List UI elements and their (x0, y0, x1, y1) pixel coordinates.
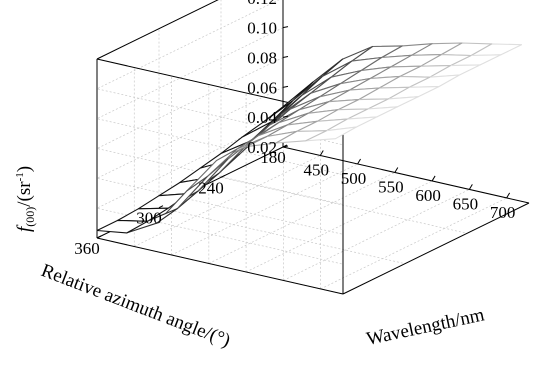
x-tick-mark (431, 175, 436, 182)
x-floor-gridline (245, 180, 433, 273)
z-axis-label-unit: /(sr (14, 181, 35, 207)
y-tick-label: 300 (136, 209, 162, 228)
x-floor-gridline (208, 172, 395, 264)
x-tick-label: 650 (453, 194, 479, 213)
x-tick-label: 600 (415, 186, 441, 205)
z-axis-label-sup: -1 (14, 172, 26, 181)
z-axis-label-close: ) (14, 166, 35, 172)
x-tick-mark (506, 192, 511, 199)
x-tick-label: 450 (304, 160, 330, 179)
z-tick-label: 0.08 (247, 49, 277, 68)
y-tick-mark (220, 174, 226, 178)
y-tick-mark (282, 144, 288, 148)
x-tick-mark (394, 167, 399, 173)
y-tick-mark (158, 205, 164, 209)
z-tick-mark (282, 26, 289, 29)
chart-surface (96, 42, 523, 234)
y-tick-label: 360 (74, 239, 100, 258)
x-tick-mark (357, 158, 361, 165)
y-axis-label: Relative azimuth angle/(°) (38, 260, 233, 352)
z-tick-mark (282, 85, 289, 88)
x-tick-label: 500 (341, 169, 367, 188)
z-axis-label: f(00)/(sr-1) (14, 166, 37, 232)
y-tick-label: 240 (198, 178, 224, 197)
z-tick-label: 0.10 (247, 19, 277, 38)
frame-edge (342, 202, 530, 295)
z-axis-label-main: f (14, 224, 35, 232)
x-floor-gridline (134, 155, 321, 247)
frame-edge (96, 237, 344, 295)
z-tick-label: 0.12 (247, 0, 277, 8)
z-tick-label: 0.02 (247, 138, 277, 157)
x-floor-gridline (171, 163, 358, 256)
z-gridline (95, 27, 344, 176)
y-tick-label: 180 (260, 148, 286, 167)
y-tick-mark (96, 235, 102, 239)
surface-patch (96, 219, 149, 234)
x-tick-mark (319, 150, 324, 156)
z-tick-mark (282, 56, 289, 58)
frame-edge (96, 0, 219, 60)
x-floor-gridline (320, 197, 507, 290)
x-tick-label: 550 (378, 177, 404, 196)
x-tick-label: 700 (490, 203, 516, 222)
z-tick-label: 0.04 (247, 108, 277, 127)
z-axis-label-sub: (00) (23, 207, 37, 227)
x-axis-label: Wavelength/nm (365, 304, 487, 350)
z-gridline (95, 86, 344, 235)
frame-edge (282, 146, 530, 204)
z-tick-mark (282, 115, 289, 118)
chart-tick-labels: 0.020.040.060.080.100.120.14180240300360… (74, 0, 515, 258)
x-floor-gridline (283, 189, 470, 281)
z-tick-label: 0.06 (247, 78, 277, 97)
x-tick-mark (468, 184, 473, 190)
